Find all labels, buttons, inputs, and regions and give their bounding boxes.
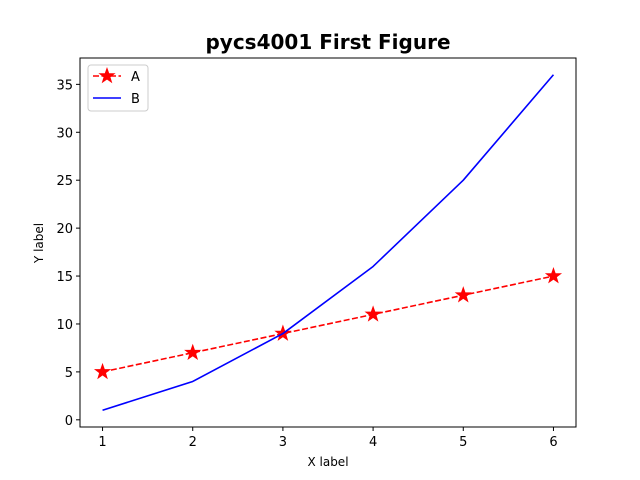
y-tick-label: 5 (65, 366, 73, 381)
x-tick-label: 2 (189, 435, 197, 450)
x-tick-label: 3 (279, 435, 287, 450)
legend-label-B: B (131, 92, 140, 107)
data-point-A (184, 343, 202, 361)
legend-label-A: A (131, 70, 140, 85)
data-point-A (364, 305, 382, 322)
x-tick-label: 6 (549, 435, 557, 450)
y-tick-label: 0 (65, 414, 73, 429)
chart-title: pycs4001 First Figure (205, 30, 450, 54)
data-point-A (544, 267, 563, 284)
plot-area (93, 74, 563, 411)
series-line-B (102, 74, 555, 411)
y-tick-label: 25 (56, 174, 73, 189)
y-tick-label: 20 (56, 222, 73, 237)
y-tick-label: 10 (56, 318, 73, 333)
legend: AB (87, 64, 149, 112)
series-line-A (102, 275, 554, 373)
x-tick-label: 5 (459, 435, 467, 450)
axis-ticks: 1 2 3 4 5 6 0 5 10 15 20 25 30 35 (56, 78, 557, 450)
x-tick-label: 1 (98, 435, 106, 450)
y-tick-label: 15 (56, 270, 73, 285)
data-point-A (93, 362, 112, 380)
y-tick-label: 30 (56, 126, 73, 141)
x-axis-label: X label (307, 455, 348, 469)
legend-marker-A (98, 66, 116, 84)
data-point-A (454, 286, 472, 303)
axes-frame (79, 57, 577, 428)
x-tick-label: 4 (369, 435, 377, 450)
y-tick-label: 35 (56, 78, 73, 93)
y-axis-label: Y label (32, 223, 46, 264)
